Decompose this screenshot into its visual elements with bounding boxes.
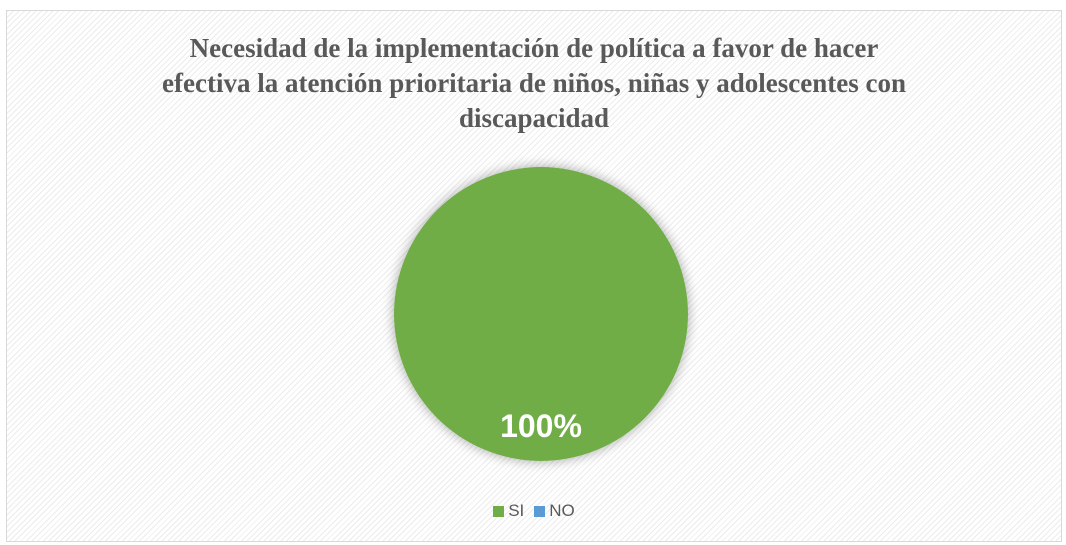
legend-swatch-no <box>534 505 546 517</box>
chart-title: Necesidad de la implementación de políti… <box>162 33 906 133</box>
legend-item-no: NO <box>534 501 575 521</box>
pie-chart: 100% <box>394 167 688 461</box>
data-label-si: 100% <box>500 408 582 444</box>
legend-label-si: SI <box>508 501 525 520</box>
legend-item-si: SI <box>493 501 524 521</box>
chart-area: Necesidad de la implementación de políti… <box>6 10 1062 542</box>
legend-swatch-si <box>493 505 505 517</box>
pie-slice-si <box>394 167 688 461</box>
legend-label-no: NO <box>549 501 575 520</box>
chart-legend: SI NO <box>7 501 1061 521</box>
